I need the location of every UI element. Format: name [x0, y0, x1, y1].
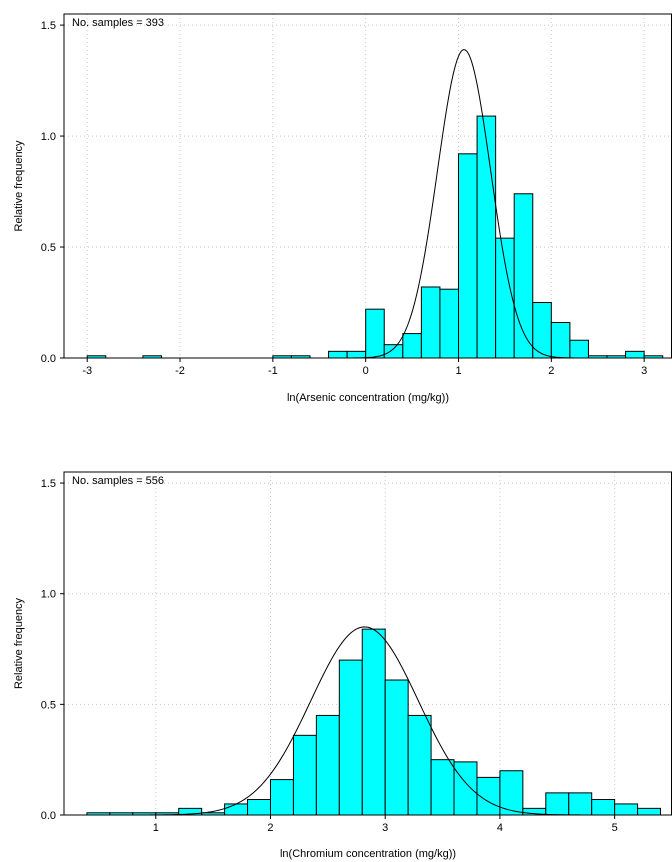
histogram-bar: [458, 153, 478, 359]
histogram-bar: [346, 350, 367, 359]
histogram-bar: [365, 308, 385, 359]
x-tick-label: 1: [455, 365, 461, 377]
x-tick-label: 2: [548, 365, 554, 377]
x-tick-label: 2: [267, 822, 273, 834]
x-tick-label: 0: [363, 365, 369, 377]
x-tick-label: -3: [82, 365, 92, 377]
bars: [86, 628, 662, 816]
x-axis-title: ln(Arsenic concentration (mg/kg)): [287, 392, 449, 404]
y-tick-label: 0.0: [41, 353, 56, 365]
y-tick-label: 1.5: [41, 20, 56, 32]
histogram-bar: [383, 344, 404, 359]
histogram-bar: [550, 321, 571, 359]
axis-ticks: 1 2 3 4 5 0.0 0.5 1.0 1.5: [41, 478, 618, 834]
histogram-bar: [224, 803, 249, 816]
histogram-bar: [269, 779, 294, 816]
histogram-bar: [453, 761, 478, 816]
histogram-bar: [591, 799, 616, 816]
histogram-bar: [545, 792, 570, 816]
x-tick-label: 4: [497, 822, 503, 834]
histogram-bar: [568, 792, 593, 816]
x-axis-title: ln(Chromium concentration (mg/kg)): [280, 848, 456, 860]
histogram-bar: [495, 237, 515, 359]
y-tick-label: 1.0: [41, 131, 56, 143]
arsenic-histogram-panel: -3 -2 -1 0 1 2 3 0.0 0.5 1.0 1.5 No. samples = 393…: [13, 13, 672, 404]
histogram-bar: [439, 288, 460, 359]
histogram-bar: [420, 286, 441, 359]
axis-ticks: -3 -2 -1 0 1 2 3 0.0 0.5 1.0 1.5: [41, 20, 648, 377]
y-tick-label: 0.0: [41, 810, 56, 822]
x-tick-label: -1: [268, 365, 278, 377]
histogram-bar: [625, 350, 645, 359]
y-tick-label: 0.5: [41, 242, 56, 254]
histogram-bar: [315, 714, 340, 816]
y-axis-title: Relative frequency: [13, 140, 25, 232]
histogram-bar: [384, 679, 409, 816]
histogram-bar: [407, 714, 432, 816]
plot-frame: [63, 13, 672, 359]
histogram-bar: [328, 350, 348, 359]
sample-count-annotation: No. samples = 393: [72, 17, 164, 29]
x-tick-label: 1: [153, 822, 159, 834]
histogram-bar: [569, 339, 589, 359]
histogram-bar: [402, 333, 422, 359]
histogram-bar: [614, 803, 639, 816]
histogram-bar: [476, 115, 497, 359]
histogram-bar: [338, 659, 363, 816]
x-tick-label: 3: [382, 822, 388, 834]
bars: [86, 115, 664, 359]
y-axis-title: Relative frequency: [13, 597, 25, 689]
histogram-bar: [430, 759, 455, 816]
sample-count-annotation: No. samples = 556: [72, 475, 164, 487]
y-tick-label: 0.5: [41, 699, 56, 711]
histogram-bar: [361, 628, 386, 816]
chromium-histogram-panel: 1 2 3 4 5 0.0 0.5 1.0 1.5 No. samples = 556 ln(C…: [13, 471, 672, 860]
histogram-bar: [292, 734, 317, 816]
x-tick-label: 5: [612, 822, 618, 834]
histogram-bar: [637, 807, 662, 816]
histogram-bar: [247, 799, 271, 816]
y-tick-label: 1.0: [41, 589, 56, 601]
x-tick-label: 3: [641, 365, 647, 377]
x-tick-label: -2: [175, 365, 185, 377]
y-tick-label: 1.5: [41, 478, 56, 490]
grid: [64, 14, 672, 359]
